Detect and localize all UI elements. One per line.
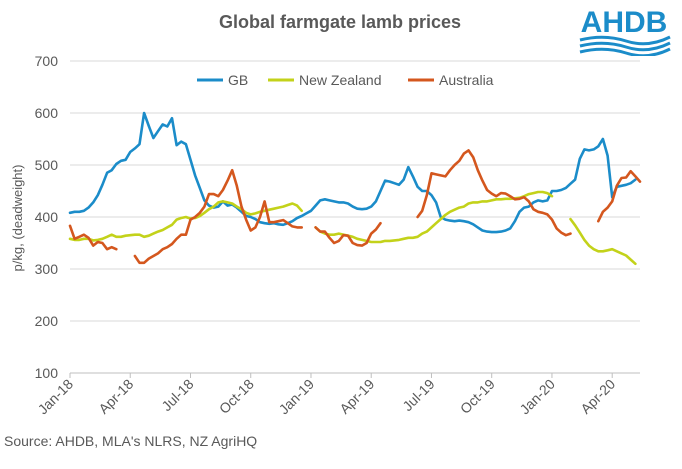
y-tick-label: 500 (35, 157, 59, 173)
x-tick-label: Apr-20 (577, 376, 618, 417)
y-axis-ticks: 100 200 300 400 500 600 700 (35, 53, 59, 381)
y-tick-label: 100 (35, 365, 59, 381)
source-note: Source: AHDB, MLA's NLRS, NZ AgriHQ (4, 433, 258, 449)
series-line-segment (68, 224, 118, 251)
ahdb-logo: AHDB (579, 6, 671, 56)
logo-wave-3 (579, 47, 671, 56)
logo-text: AHDB (581, 6, 668, 39)
y-tick-label: 300 (35, 261, 59, 277)
legend-label: Australia (439, 72, 494, 88)
legend-label: New Zealand (299, 72, 382, 88)
series-line-segment (416, 149, 572, 237)
logo-wave-1 (579, 35, 671, 46)
grid (70, 60, 640, 322)
x-tick-label: Jul-19 (399, 376, 437, 414)
legend: GB New Zealand Australia (197, 72, 494, 88)
y-tick-label: 600 (35, 105, 59, 121)
x-tick-label: Jul-18 (158, 376, 196, 414)
logo-wave-2 (579, 41, 671, 52)
series-australia (68, 149, 642, 265)
x-tick-label: Apr-19 (336, 376, 377, 417)
series-lines (68, 111, 642, 266)
series-new-zealand (68, 190, 637, 266)
x-tick-label: Jan-18 (35, 376, 77, 418)
y-tick-label: 200 (35, 313, 59, 329)
x-tick-label: Apr-18 (95, 376, 136, 417)
x-tick-label: Jan-19 (276, 376, 318, 418)
chart-title: Global farmgate lamb prices (219, 12, 461, 32)
legend-label: GB (228, 72, 248, 88)
series-line-segment (569, 217, 637, 266)
y-tick-label: 400 (35, 209, 59, 225)
x-axis-ticks: Jan-18 Apr-18 Jul-18 Oct-18 Jan-19 Apr-19 Jul-… (35, 373, 618, 418)
x-tick-label: Oct-18 (216, 376, 257, 417)
x-tick-label: Jan-20 (516, 376, 558, 418)
series-gb (68, 111, 637, 234)
series-line-segment (596, 169, 642, 223)
series-line-segment (314, 221, 382, 247)
series-line-segment (133, 168, 304, 265)
y-tick-label: 700 (35, 53, 59, 69)
y-axis-title: p/kg, (deadweight) (10, 165, 25, 272)
series-line-segment (68, 111, 637, 234)
x-tick-label: Oct-19 (457, 376, 498, 417)
